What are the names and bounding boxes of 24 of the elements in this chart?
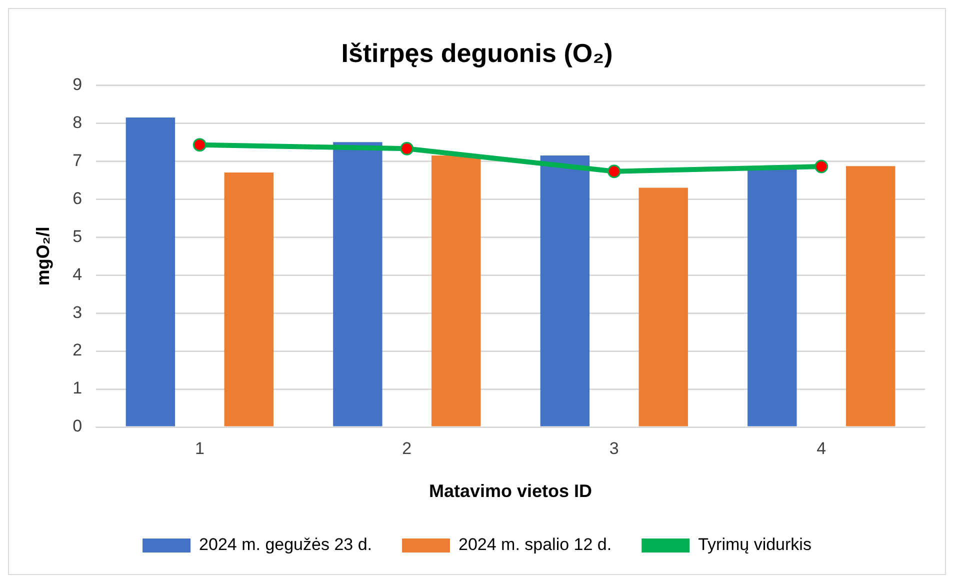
x-axis-title: Matavimo vietos ID <box>429 481 592 502</box>
x-tick-label: 4 <box>816 438 826 458</box>
y-tick-label: 6 <box>72 188 82 208</box>
chart-title: Ištirpęs deguonis (O₂) <box>341 38 613 68</box>
legend-label: 2024 m. gegužės 23 d. <box>199 535 372 554</box>
y-axis-title: mgO₂/l <box>32 226 53 286</box>
y-tick-label: 7 <box>72 150 82 170</box>
y-tick-label: 5 <box>72 226 82 246</box>
y-tick-label: 8 <box>72 112 82 132</box>
y-tick-label: 9 <box>72 74 82 94</box>
point <box>400 142 414 156</box>
y-tick-label: 0 <box>72 416 82 436</box>
x-tick-label: 1 <box>194 438 204 458</box>
point <box>607 164 621 178</box>
y-tick-label: 4 <box>72 264 82 284</box>
x-tick-label: 3 <box>609 438 619 458</box>
y-tick-label: 1 <box>72 378 82 398</box>
point <box>192 138 206 152</box>
legend-label: 2024 m. spalio 12 d. <box>458 535 612 554</box>
point <box>814 160 828 174</box>
y-tick-label: 2 <box>72 340 82 360</box>
y-tick-label: 3 <box>72 302 82 322</box>
legend-label: Tyrimų vidurkis <box>698 535 812 554</box>
x-tick-label: 2 <box>402 438 412 458</box>
